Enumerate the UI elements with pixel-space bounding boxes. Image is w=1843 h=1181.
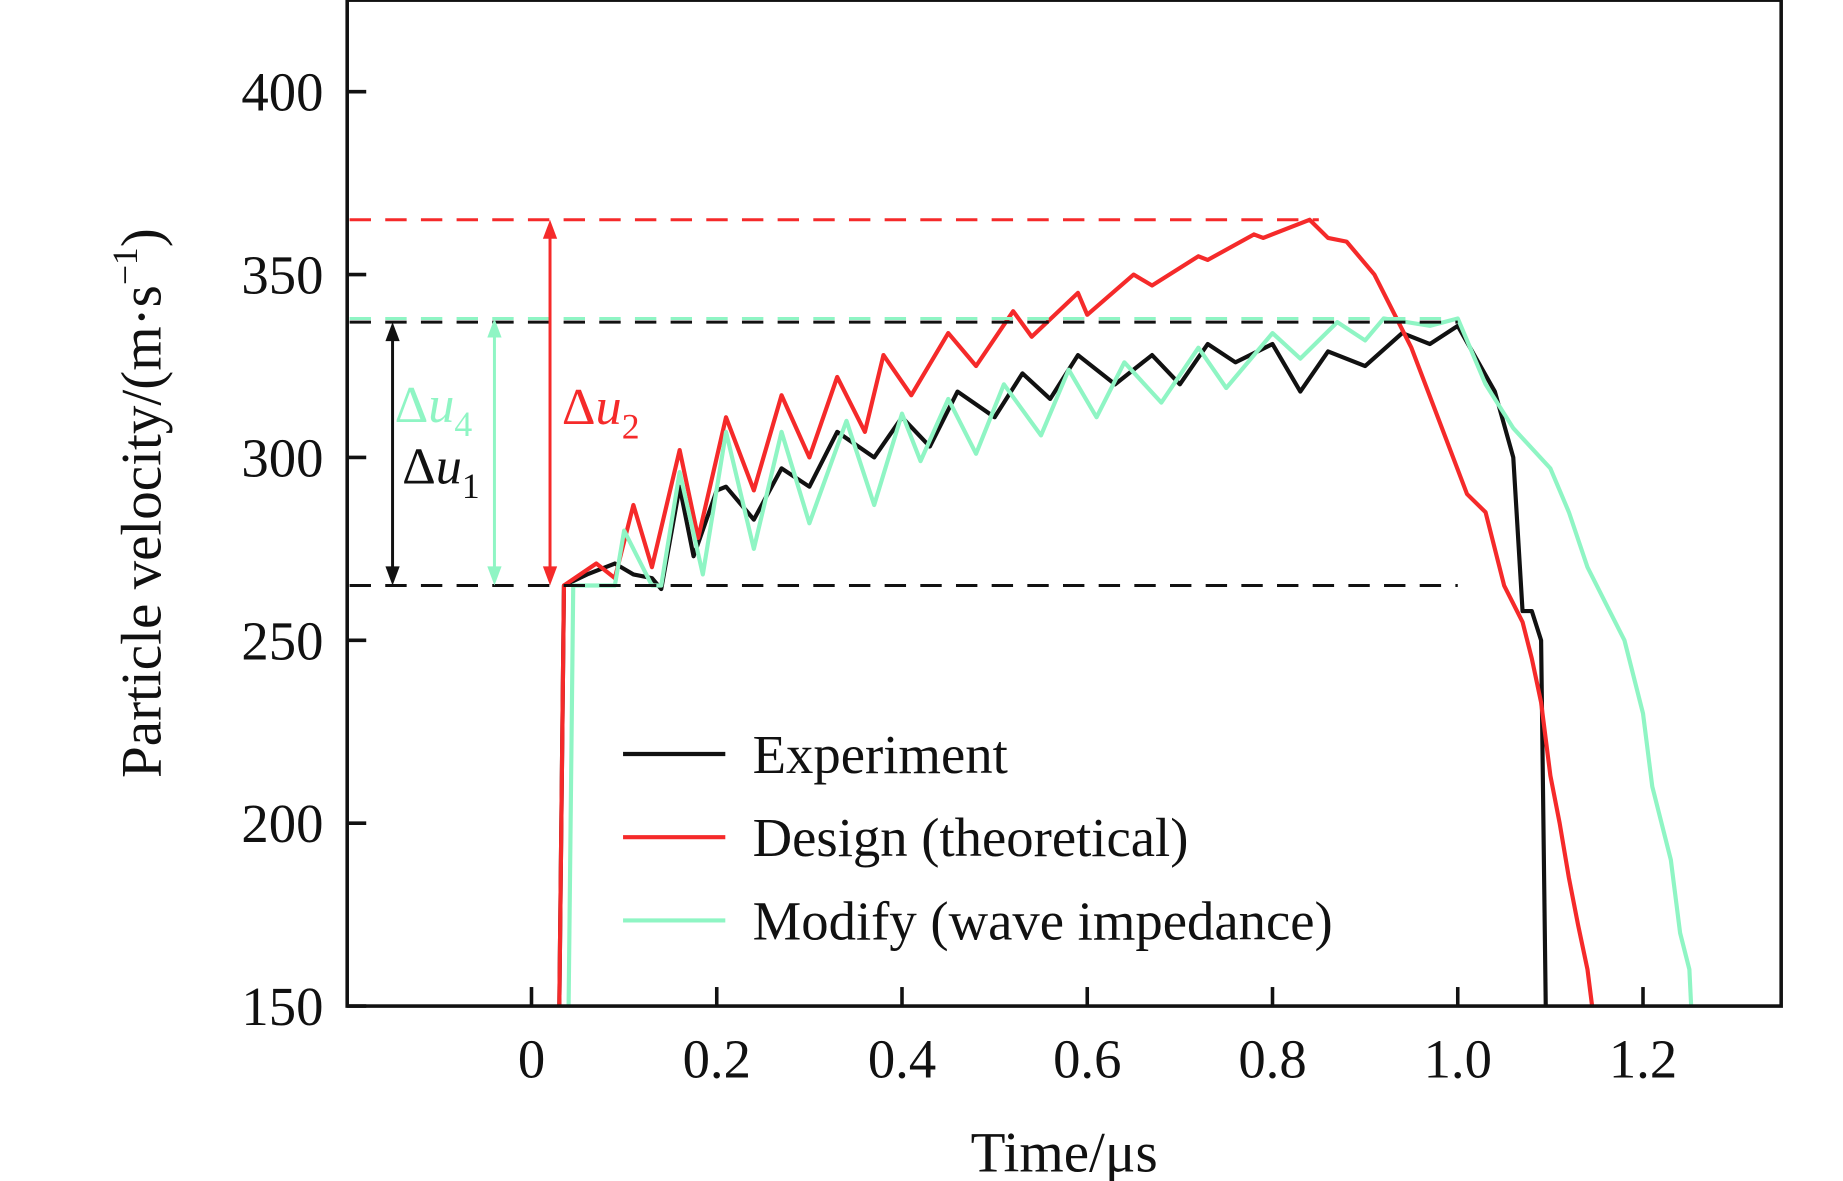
y-tick-label: 200 bbox=[241, 793, 323, 854]
annotation-label-1: Δu4 bbox=[395, 376, 473, 444]
arrow-head-down-icon bbox=[542, 566, 558, 586]
x-tick-label: 0.6 bbox=[1053, 1028, 1121, 1089]
annotation-label-0: Δu1 bbox=[402, 438, 480, 506]
series-line-1 bbox=[557, 217, 1595, 1007]
y-tick-label: 150 bbox=[241, 976, 323, 1037]
y-tick-label: 300 bbox=[241, 427, 323, 488]
reference-lines bbox=[349, 218, 1458, 587]
annotation-label-2: Δu2 bbox=[562, 378, 640, 446]
x-axis-label: Time/μs bbox=[971, 1121, 1158, 1181]
x-tick-label: 1.0 bbox=[1424, 1028, 1492, 1089]
x-tick-label: 1.2 bbox=[1609, 1028, 1677, 1089]
arrow-head-up-icon bbox=[542, 219, 558, 239]
series-layer bbox=[557, 217, 1694, 1007]
x-tick-label: 0.8 bbox=[1238, 1028, 1306, 1089]
x-tick-label: 0 bbox=[518, 1028, 545, 1089]
ticks: 0 0.2 0.4 0.6 0.8 1.0 1.2 150 200 250 300 350 400 bbox=[241, 62, 1677, 1090]
arrow-head-up-icon bbox=[487, 318, 502, 338]
x-tick-label: 0.2 bbox=[683, 1028, 751, 1089]
legend: Experiment Design (theoretical) Modify (wa… bbox=[623, 724, 1333, 951]
x-tick-label: 0.4 bbox=[868, 1028, 936, 1089]
legend-label-2: Modify (wave impedance) bbox=[753, 890, 1333, 951]
plot-frame bbox=[345, 0, 1783, 1008]
legend-label-0: Experiment bbox=[753, 724, 1008, 785]
arrow-head-up-icon bbox=[385, 322, 400, 342]
y-tick-label: 250 bbox=[241, 610, 323, 671]
series-line-2 bbox=[566, 316, 1694, 1007]
y-tick-label: 400 bbox=[241, 62, 323, 123]
arrow-head-down-icon bbox=[487, 566, 502, 586]
y-axis-label: Particle velocity/(m·s−1) bbox=[105, 228, 174, 778]
legend-label-1: Design (theoretical) bbox=[753, 807, 1189, 868]
y-tick-label: 350 bbox=[241, 245, 323, 306]
arrow-head-down-icon bbox=[385, 566, 400, 586]
